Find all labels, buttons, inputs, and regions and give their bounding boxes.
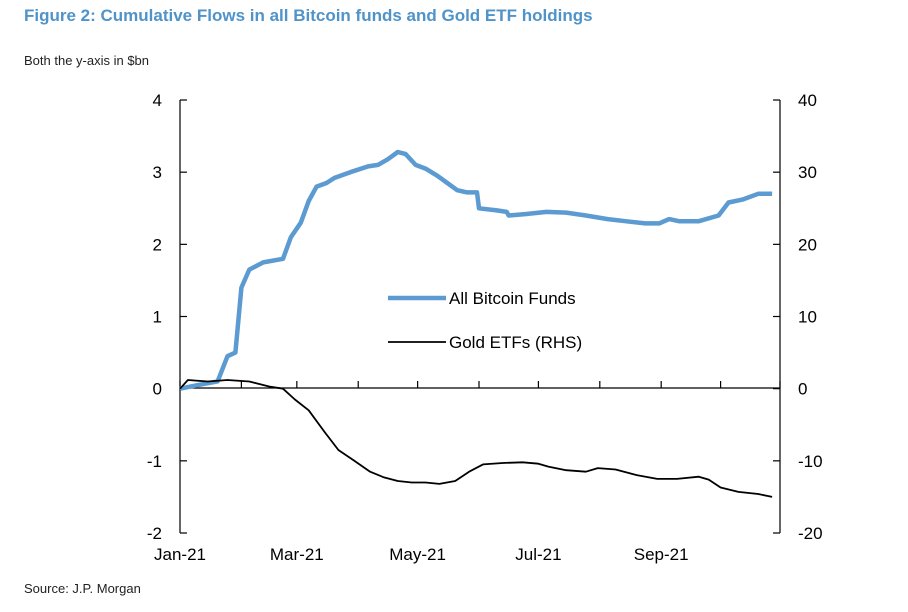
chart-legend: All Bitcoin Funds Gold ETFs (RHS)	[388, 289, 582, 352]
left-y-tick-label: 3	[153, 163, 162, 182]
legend-label-gold-etfs: Gold ETFs (RHS)	[449, 333, 582, 352]
x-tick-label: Jul-21	[515, 545, 561, 564]
left-y-tick-label: -2	[147, 524, 162, 543]
x-ticks: Jan-21 Mar-21 May-21 Jul-21 Sep-21	[154, 381, 781, 564]
x-tick-label: Jan-21	[154, 545, 206, 564]
figure-title: Figure 2: Cumulative Flows in all Bitcoi…	[24, 6, 593, 25]
right-y-tick-label: 30	[798, 163, 817, 182]
x-tick-label: Mar-21	[270, 545, 324, 564]
left-y-tick-label: -1	[147, 452, 162, 471]
right-y-tick-label: 20	[798, 235, 817, 254]
x-axis: Jan-21 Mar-21 May-21 Jul-21 Sep-21	[154, 381, 781, 564]
right-y-tick-label: -10	[798, 452, 823, 471]
left-y-tick-label: 1	[153, 308, 162, 327]
right-y-ticks: 40 30 20 10 0 -10 -20	[773, 91, 823, 543]
source-note: Source: J.P. Morgan	[24, 581, 141, 596]
right-y-tick-label: 10	[798, 308, 817, 327]
x-tick-label: Sep-21	[634, 545, 689, 564]
left-y-tick-label: 4	[153, 91, 162, 110]
right-y-tick-label: 0	[798, 380, 807, 399]
series-line-gold-etfs	[179, 379, 773, 498]
x-tick-label: May-21	[389, 545, 446, 564]
legend-label-all-bitcoin-funds: All Bitcoin Funds	[449, 289, 576, 308]
left-y-tick-label: 0	[153, 380, 162, 399]
left-y-axis: 4 3 2 1 0 -1 -2	[147, 91, 187, 543]
left-y-tick-label: 2	[153, 235, 162, 254]
axis-units-note: Both the y-axis in $bn	[24, 53, 150, 68]
right-y-tick-label: -20	[798, 524, 823, 543]
right-y-tick-label: 40	[798, 91, 817, 110]
series-line-all-bitcoin-funds	[179, 149, 773, 391]
right-y-axis: 40 30 20 10 0 -10 -20	[773, 91, 823, 543]
left-y-ticks: 4 3 2 1 0 -1 -2	[147, 91, 187, 543]
